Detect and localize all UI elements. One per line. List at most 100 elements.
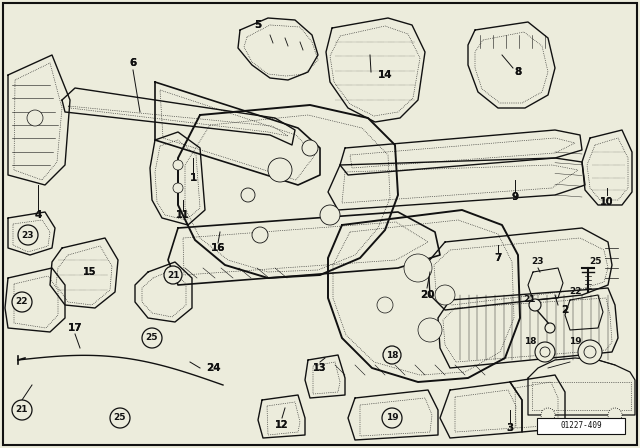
- Circle shape: [578, 340, 602, 364]
- Text: 24: 24: [205, 363, 220, 373]
- Polygon shape: [150, 132, 205, 225]
- Text: 5: 5: [254, 20, 262, 30]
- Text: 12: 12: [275, 420, 289, 430]
- Circle shape: [535, 342, 555, 362]
- Text: 6: 6: [129, 58, 136, 68]
- Text: 25: 25: [146, 333, 158, 343]
- Text: 1: 1: [189, 173, 196, 183]
- Circle shape: [173, 183, 183, 193]
- Text: 3: 3: [506, 423, 514, 433]
- Text: 17: 17: [68, 323, 83, 333]
- Text: 16: 16: [211, 243, 225, 253]
- Circle shape: [164, 266, 182, 284]
- Text: 23: 23: [532, 258, 544, 267]
- Text: 20: 20: [420, 290, 435, 300]
- Polygon shape: [8, 212, 55, 255]
- Polygon shape: [50, 238, 118, 308]
- Polygon shape: [440, 382, 522, 438]
- Text: 8: 8: [515, 67, 522, 77]
- Polygon shape: [528, 358, 635, 415]
- Circle shape: [12, 292, 32, 312]
- Text: 5: 5: [254, 20, 262, 30]
- Text: 6: 6: [129, 58, 136, 68]
- Polygon shape: [340, 130, 582, 175]
- Polygon shape: [5, 268, 65, 332]
- Circle shape: [404, 254, 432, 282]
- Text: 13: 13: [313, 363, 327, 373]
- Polygon shape: [168, 212, 440, 285]
- Text: 2: 2: [561, 305, 568, 315]
- Text: 17: 17: [68, 323, 83, 333]
- Text: 24: 24: [205, 363, 220, 373]
- Text: 15: 15: [83, 267, 97, 277]
- Polygon shape: [582, 130, 632, 205]
- Polygon shape: [135, 262, 192, 322]
- Circle shape: [608, 408, 622, 422]
- Circle shape: [241, 188, 255, 202]
- FancyBboxPatch shape: [537, 418, 625, 434]
- Circle shape: [540, 347, 550, 357]
- Polygon shape: [510, 375, 565, 432]
- Polygon shape: [348, 390, 438, 440]
- Text: 2: 2: [561, 305, 568, 315]
- Text: 19: 19: [386, 414, 398, 422]
- Text: 22: 22: [16, 297, 28, 306]
- Polygon shape: [258, 395, 305, 438]
- Text: 11: 11: [176, 210, 189, 220]
- Circle shape: [12, 400, 32, 420]
- Text: 14: 14: [378, 70, 392, 80]
- Text: 18: 18: [386, 350, 398, 359]
- Text: 21: 21: [16, 405, 28, 414]
- Circle shape: [268, 158, 292, 182]
- Text: 25: 25: [589, 258, 601, 267]
- FancyBboxPatch shape: [3, 3, 637, 445]
- Text: 9: 9: [511, 192, 518, 202]
- Circle shape: [320, 205, 340, 225]
- Polygon shape: [62, 88, 295, 145]
- Text: 21: 21: [167, 271, 179, 280]
- Text: 13: 13: [313, 363, 327, 373]
- Circle shape: [302, 140, 318, 156]
- Text: 25: 25: [114, 414, 126, 422]
- Circle shape: [27, 110, 43, 126]
- Polygon shape: [305, 355, 345, 398]
- Text: 23: 23: [22, 231, 35, 240]
- Circle shape: [383, 346, 401, 364]
- Circle shape: [584, 346, 596, 358]
- Text: 4: 4: [35, 210, 42, 220]
- Text: 7: 7: [494, 253, 502, 263]
- Text: 11: 11: [176, 210, 189, 220]
- Text: 15: 15: [83, 267, 97, 277]
- Polygon shape: [326, 18, 425, 122]
- Text: 10: 10: [600, 197, 614, 207]
- Text: 10: 10: [600, 197, 614, 207]
- Circle shape: [377, 297, 393, 313]
- Circle shape: [545, 323, 555, 333]
- Polygon shape: [238, 18, 318, 80]
- Polygon shape: [178, 105, 398, 278]
- Text: 18: 18: [524, 337, 536, 346]
- Text: 9: 9: [511, 192, 518, 202]
- Polygon shape: [438, 288, 618, 368]
- Polygon shape: [565, 295, 603, 330]
- Text: 4: 4: [35, 210, 42, 220]
- Text: 16: 16: [211, 243, 225, 253]
- Text: 22: 22: [569, 288, 581, 297]
- Text: 1: 1: [189, 173, 196, 183]
- Circle shape: [173, 160, 183, 170]
- Polygon shape: [328, 210, 520, 382]
- Text: 21: 21: [524, 296, 536, 305]
- Text: 01227-409: 01227-409: [560, 422, 602, 431]
- Circle shape: [435, 285, 455, 305]
- Circle shape: [382, 408, 402, 428]
- Text: 8: 8: [515, 67, 522, 77]
- Text: 20: 20: [420, 290, 435, 300]
- Circle shape: [418, 318, 442, 342]
- Circle shape: [252, 227, 268, 243]
- Text: 3: 3: [506, 423, 514, 433]
- Polygon shape: [328, 158, 585, 210]
- Text: 12: 12: [275, 420, 289, 430]
- Circle shape: [142, 328, 162, 348]
- Polygon shape: [8, 55, 70, 185]
- Text: 14: 14: [378, 70, 392, 80]
